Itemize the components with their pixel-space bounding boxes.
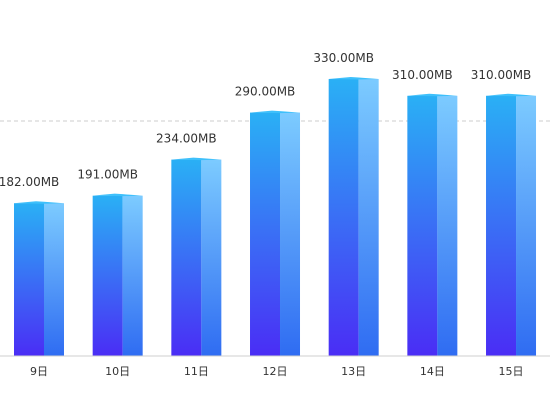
bar-front-face (92, 195, 123, 356)
bar-side-face (437, 95, 458, 357)
bar-top-face (328, 77, 379, 80)
x-axis-ticks: 9日 10日 11日 12日 13日 14日 15日 (30, 365, 524, 378)
bar-value-label: 310.00MB (392, 68, 453, 82)
bar-value-label: 290.00MB (235, 85, 296, 99)
bar-top-face (250, 110, 301, 114)
bar-front-face (407, 95, 438, 357)
bar-side-face (358, 79, 379, 356)
bar-top-face (486, 93, 537, 97)
x-tick-label: 12日 (263, 365, 288, 378)
bar-front-face (250, 112, 281, 356)
bar-front-face (14, 203, 44, 356)
bar-top-face (171, 157, 222, 161)
bar-top-face (92, 193, 143, 197)
bar (171, 157, 222, 356)
x-tick-label: 13日 (341, 365, 366, 378)
bar-side-face (201, 159, 222, 356)
x-tick-label: 10日 (105, 365, 130, 378)
bar-group: 182.00MB 191.00MB 234.00MB 290.00MB 330.00MB… (0, 51, 537, 357)
bar (486, 93, 537, 357)
x-tick-label: 14日 (420, 365, 445, 378)
bar-value-label: 234.00MB (156, 132, 217, 146)
bar-side-face (516, 95, 537, 357)
bar (250, 110, 301, 356)
bar-side-face (280, 112, 301, 356)
bar (92, 193, 143, 356)
bar-front-face (171, 159, 202, 356)
bar (328, 77, 379, 356)
bar (407, 93, 458, 357)
x-tick-label: 9日 (30, 365, 48, 378)
bar-value-label: 182.00MB (0, 175, 59, 189)
bar-value-label: 191.00MB (77, 168, 138, 182)
bar-front-face (328, 79, 359, 356)
bar-side-face (44, 203, 64, 356)
bar-value-label: 330.00MB (313, 51, 374, 65)
bar-top-face (407, 93, 458, 97)
bar-front-face (486, 95, 517, 357)
x-tick-label: 11日 (184, 365, 209, 378)
bar-side-face (122, 195, 143, 356)
bar-value-label: 310.00MB (471, 68, 532, 82)
bar (14, 201, 64, 356)
bar-top-face (14, 201, 64, 204)
x-tick-label: 15日 (499, 365, 524, 378)
